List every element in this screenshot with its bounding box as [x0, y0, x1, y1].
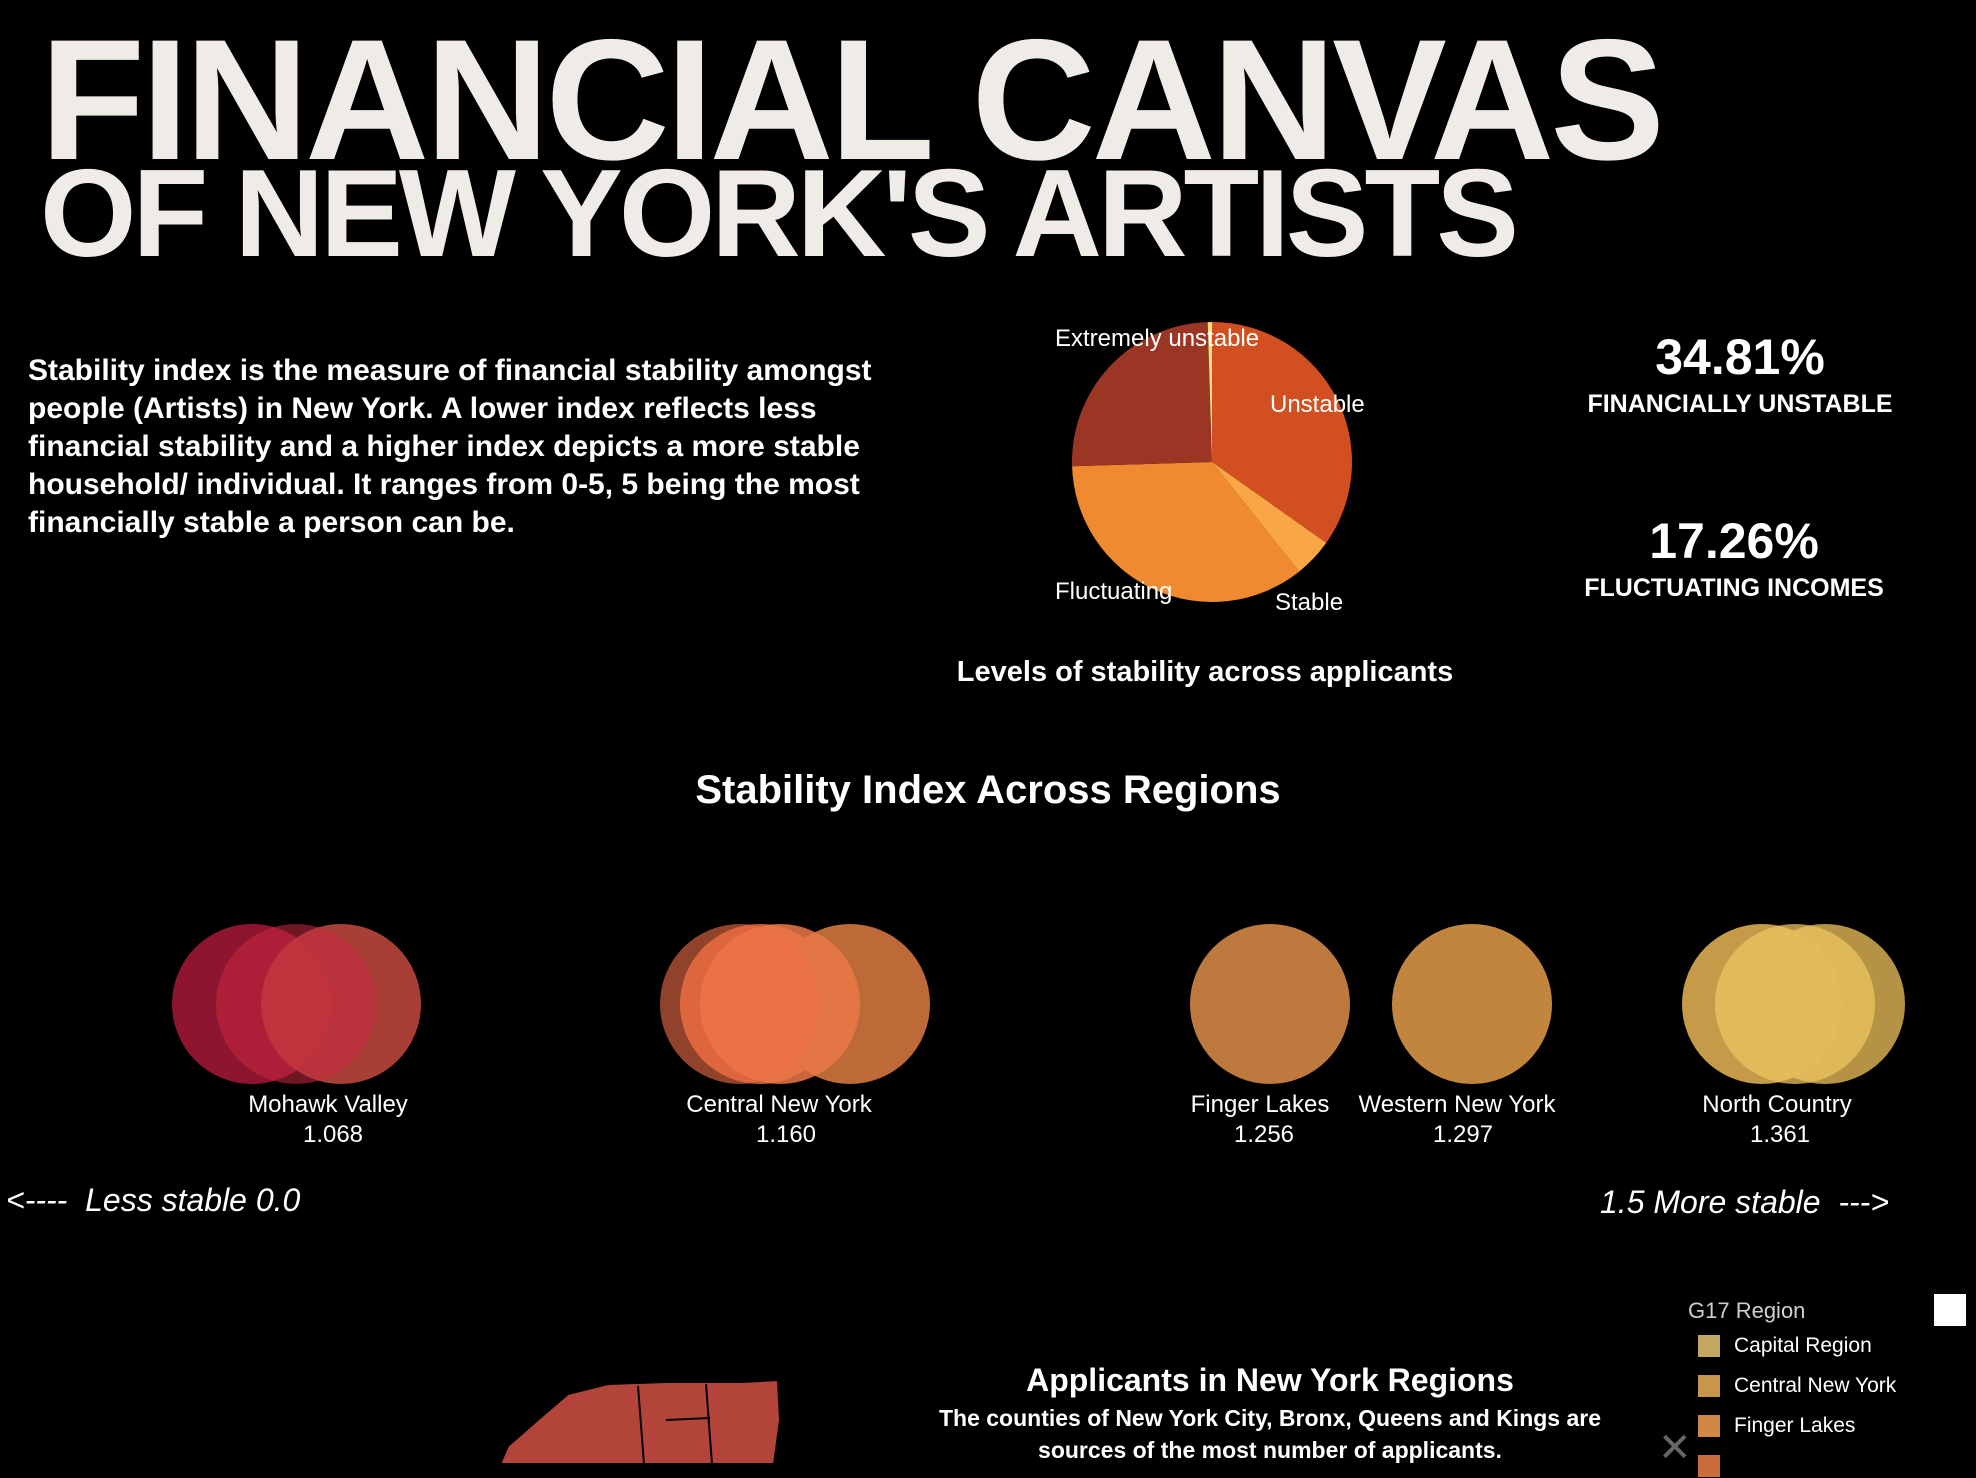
region-name-label: Western New York	[1359, 1091, 1557, 1118]
region-value-label: 1.297	[1433, 1121, 1493, 1148]
region-name-label: Finger Lakes	[1191, 1091, 1330, 1118]
stability-pie-chart: Unstable Stable Fluctuating Extremely unsta…	[1055, 322, 1365, 616]
map-title: Applicants in New York Regions	[1026, 1362, 1514, 1398]
map-subtitle: The counties of New York City, Bronx, Qu…	[938, 1405, 1602, 1463]
stat-unstable-value: 34.81%	[1655, 329, 1825, 385]
pie-slice-label: Unstable	[1270, 391, 1365, 418]
region-bubble[interactable]	[1392, 924, 1552, 1084]
legend-toggle-button[interactable]	[1934, 1294, 1966, 1326]
region-stability-chart: Mohawk Valley 1.068 Central New York 1.160 F…	[172, 924, 1905, 1148]
region-bubble[interactable]	[216, 924, 376, 1084]
legend-title: G17 Region	[1688, 1298, 1806, 1323]
pie-slice-label: Stable	[1275, 589, 1343, 616]
pie-slice-label: Fluctuating	[1055, 578, 1172, 605]
pie-slice[interactable]	[1212, 322, 1352, 543]
scale-more-stable-label: 1.5 More stable --->	[1600, 1184, 1889, 1220]
page-title-line1: FINANCIAL CANVAS	[40, 4, 1665, 196]
pie-slice[interactable]	[1207, 322, 1212, 462]
legend-swatch	[1698, 1335, 1720, 1358]
regions-chart-title: Stability Index Across Regions	[695, 768, 1281, 812]
scale-less-stable-label: <---- Less stable 0.0	[6, 1182, 301, 1218]
region-name-label: North Country	[1702, 1091, 1851, 1118]
legend-label: Central New York	[1734, 1374, 1897, 1397]
new-york-regions-map	[498, 1378, 782, 1464]
close-icon[interactable]: ✕	[1658, 1426, 1692, 1470]
stat-fluctuating-label: FLUCTUATING INCOMES	[1584, 574, 1884, 602]
stat-unstable-label: FINANCIALLY UNSTABLE	[1587, 390, 1893, 418]
region-bubble[interactable]	[1190, 924, 1350, 1084]
pie-slice[interactable]	[1072, 322, 1212, 467]
legend-label: Finger Lakes	[1734, 1414, 1856, 1437]
region-value-label: 1.068	[303, 1121, 363, 1148]
pie-slice[interactable]	[1212, 462, 1327, 572]
page-title-line2: OF NEW YORK'S ARTISTS	[40, 145, 1519, 283]
legend-label: Capital Region	[1734, 1334, 1872, 1357]
region-value-label: 1.361	[1750, 1121, 1810, 1148]
legend-swatch	[1698, 1415, 1720, 1438]
pie-slice-label: Extremely unstable	[1055, 325, 1259, 352]
legend-item[interactable]: Finger Lakes	[1698, 1414, 1855, 1438]
region-name-label: Central New York	[686, 1091, 872, 1118]
legend-swatch	[1698, 1455, 1720, 1478]
region-value-label: 1.160	[756, 1121, 816, 1148]
region-bubble[interactable]	[660, 924, 820, 1084]
region-bubble[interactable]	[1715, 924, 1875, 1084]
legend-item[interactable]: Capital Region	[1698, 1334, 1872, 1358]
description-text: Stability index is the measure of financ…	[28, 354, 872, 539]
stat-fluctuating-value: 17.26%	[1649, 513, 1819, 569]
region-value-label: 1.256	[1234, 1121, 1294, 1148]
legend-swatch	[1698, 1375, 1720, 1398]
region-name-label: Mohawk Valley	[248, 1091, 408, 1118]
legend-item[interactable]: Central New York	[1698, 1374, 1896, 1398]
pie-slice[interactable]	[1072, 462, 1300, 602]
legend-item[interactable]	[1698, 1454, 1734, 1478]
pie-chart-title: Levels of stability across applicants	[956, 656, 1454, 688]
